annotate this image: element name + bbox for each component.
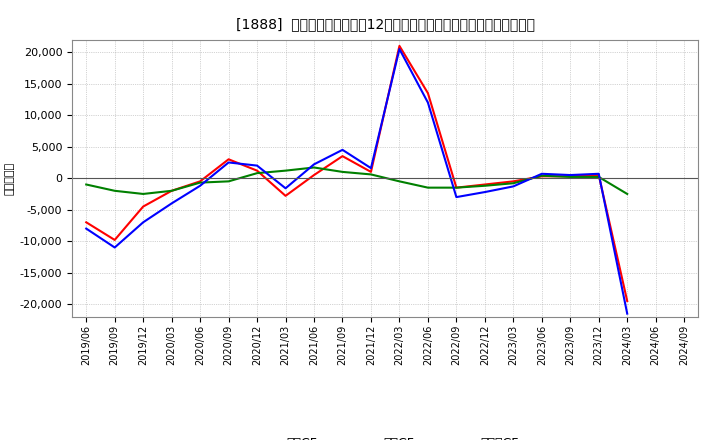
営業CF [253,168,261,173]
フリーCF [423,100,432,105]
投賃CF [480,183,489,188]
投賃CF [566,174,575,180]
フリーCF [338,147,347,153]
投賃CF [139,191,148,197]
フリーCF [225,160,233,165]
投賃CF [338,169,347,175]
営業CF [395,43,404,48]
営業CF [452,185,461,190]
投賃CF [395,179,404,184]
フリーCF [282,186,290,191]
営業CF [310,172,318,178]
フリーCF [509,184,518,189]
Legend: 営業CF, 投賃CF, フリーCF: 営業CF, 投賃CF, フリーCF [246,432,524,440]
フリーCF [366,165,375,171]
投賃CF [310,165,318,170]
フリーCF [480,189,489,194]
フリーCF [623,311,631,316]
営業CF [566,174,575,179]
投賃CF [423,185,432,190]
営業CF [509,179,518,184]
営業CF [595,172,603,178]
Line: 営業CF: 営業CF [86,46,627,301]
フリーCF [167,201,176,206]
投賃CF [82,182,91,187]
営業CF [110,237,119,242]
営業CF [366,169,375,175]
Line: フリーCF: フリーCF [86,49,627,314]
フリーCF [139,220,148,225]
営業CF [82,220,91,225]
Title: [1888]  キャッシュフローの12か月移動合計の対前年同期増減額の推移: [1888] キャッシュフローの12か月移動合計の対前年同期増減額の推移 [235,18,535,32]
投賃CF [537,173,546,178]
投賃CF [282,168,290,173]
フリーCF [566,172,575,178]
フリーCF [537,171,546,176]
Line: 投賃CF: 投賃CF [86,168,627,194]
投賃CF [167,188,176,194]
フリーCF [110,245,119,250]
フリーCF [310,161,318,167]
投賃CF [595,174,603,180]
営業CF [480,182,489,187]
投賃CF [110,188,119,194]
営業CF [225,157,233,162]
営業CF [167,188,176,194]
営業CF [423,91,432,96]
投賃CF [196,180,204,185]
営業CF [623,298,631,304]
Y-axis label: （百万円）: （百万円） [4,161,14,195]
営業CF [338,154,347,159]
投賃CF [253,171,261,176]
投賃CF [452,185,461,190]
営業CF [196,179,204,184]
フリーCF [452,194,461,200]
営業CF [139,204,148,209]
営業CF [282,193,290,198]
営業CF [537,174,546,179]
投賃CF [509,180,518,186]
投賃CF [366,172,375,177]
フリーCF [253,163,261,168]
フリーCF [196,183,204,188]
フリーCF [82,226,91,231]
投賃CF [225,179,233,184]
フリーCF [595,171,603,176]
フリーCF [395,46,404,51]
投賃CF [623,191,631,197]
